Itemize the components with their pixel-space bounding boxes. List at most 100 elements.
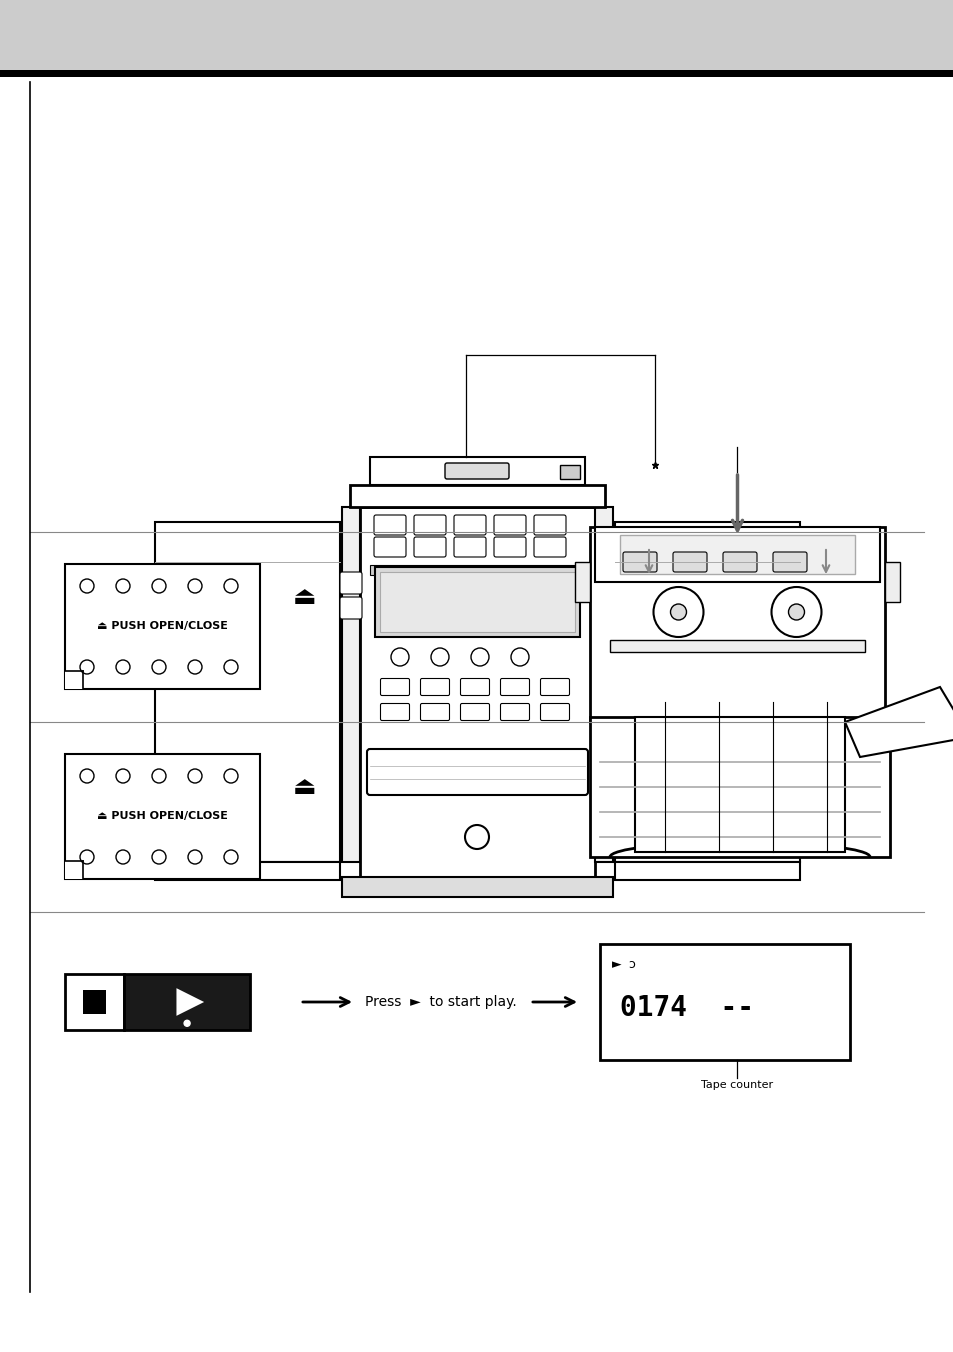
FancyBboxPatch shape (374, 537, 406, 557)
Circle shape (391, 648, 409, 667)
Bar (154, 522, 339, 863)
Text: Tape counter: Tape counter (700, 1080, 773, 1090)
Bar (65, 564, 260, 690)
Bar (65, 973, 124, 1030)
Bar (379, 572, 575, 631)
Bar (65, 754, 260, 879)
Circle shape (80, 850, 94, 864)
Circle shape (116, 850, 130, 864)
Circle shape (464, 825, 489, 849)
Bar (559, 465, 579, 479)
Bar (350, 485, 604, 507)
Bar (619, 535, 854, 575)
Circle shape (116, 660, 130, 675)
FancyBboxPatch shape (772, 552, 806, 572)
Bar (370, 457, 584, 485)
FancyBboxPatch shape (420, 679, 449, 695)
Bar (609, 639, 864, 652)
Circle shape (653, 587, 702, 637)
FancyBboxPatch shape (540, 679, 569, 695)
Circle shape (80, 660, 94, 675)
Bar (609, 722, 624, 737)
FancyBboxPatch shape (420, 703, 449, 721)
Bar (575, 562, 589, 602)
FancyBboxPatch shape (380, 703, 409, 721)
FancyBboxPatch shape (460, 679, 489, 695)
Bar (595, 507, 613, 863)
Text: ►: ► (612, 959, 621, 971)
Circle shape (224, 579, 237, 594)
Polygon shape (176, 988, 204, 1015)
Text: ⏏ PUSH OPEN/CLOSE: ⏏ PUSH OPEN/CLOSE (97, 622, 228, 631)
Circle shape (80, 579, 94, 594)
Circle shape (80, 769, 94, 783)
Bar (375, 566, 579, 637)
Circle shape (224, 660, 237, 675)
Bar (595, 527, 879, 581)
Bar (599, 944, 849, 1060)
FancyBboxPatch shape (494, 515, 525, 535)
Circle shape (188, 579, 202, 594)
FancyBboxPatch shape (593, 598, 615, 619)
Text: Press  ►  to start play.: Press ► to start play. (365, 995, 517, 1009)
Circle shape (116, 579, 130, 594)
Bar (589, 527, 884, 722)
Bar (83, 990, 106, 1014)
Polygon shape (635, 717, 844, 852)
FancyBboxPatch shape (339, 598, 361, 619)
Bar (0, 70, 953, 77)
Text: ɔ: ɔ (627, 959, 634, 971)
Circle shape (224, 850, 237, 864)
Bar (124, 973, 250, 1030)
Circle shape (511, 648, 529, 667)
Circle shape (224, 769, 237, 783)
Text: ⏏ PUSH OPEN/CLOSE: ⏏ PUSH OPEN/CLOSE (97, 811, 228, 822)
Circle shape (188, 769, 202, 783)
FancyBboxPatch shape (622, 552, 657, 572)
Circle shape (152, 660, 166, 675)
Text: ⏏: ⏏ (293, 585, 316, 608)
Circle shape (116, 769, 130, 783)
FancyBboxPatch shape (374, 515, 406, 535)
Bar (65, 671, 83, 690)
FancyBboxPatch shape (672, 552, 706, 572)
Bar (341, 877, 613, 896)
FancyBboxPatch shape (444, 462, 509, 479)
Bar (849, 722, 864, 737)
FancyBboxPatch shape (540, 703, 569, 721)
FancyBboxPatch shape (494, 537, 525, 557)
Bar (615, 863, 800, 880)
Circle shape (152, 850, 166, 864)
FancyBboxPatch shape (454, 515, 485, 535)
Circle shape (188, 850, 202, 864)
FancyBboxPatch shape (722, 552, 757, 572)
Text: ⏏: ⏏ (293, 775, 316, 799)
FancyBboxPatch shape (534, 515, 565, 535)
FancyBboxPatch shape (414, 537, 446, 557)
FancyBboxPatch shape (367, 749, 587, 795)
Bar (154, 863, 339, 880)
Bar (65, 861, 83, 879)
FancyBboxPatch shape (500, 679, 529, 695)
Circle shape (670, 604, 686, 621)
Bar (615, 522, 800, 863)
Bar (0, 0, 953, 70)
Circle shape (771, 587, 821, 637)
Bar (884, 562, 899, 602)
FancyBboxPatch shape (414, 515, 446, 535)
Polygon shape (844, 687, 953, 757)
Text: 0174  --: 0174 -- (619, 994, 753, 1022)
Circle shape (152, 769, 166, 783)
Bar (370, 565, 584, 575)
Circle shape (152, 579, 166, 594)
Bar (359, 507, 595, 877)
FancyBboxPatch shape (500, 703, 529, 721)
FancyBboxPatch shape (339, 572, 361, 594)
FancyBboxPatch shape (460, 703, 489, 721)
FancyBboxPatch shape (454, 537, 485, 557)
Circle shape (431, 648, 449, 667)
FancyBboxPatch shape (380, 679, 409, 695)
Circle shape (788, 604, 803, 621)
FancyBboxPatch shape (593, 572, 615, 594)
Circle shape (184, 1021, 190, 1026)
